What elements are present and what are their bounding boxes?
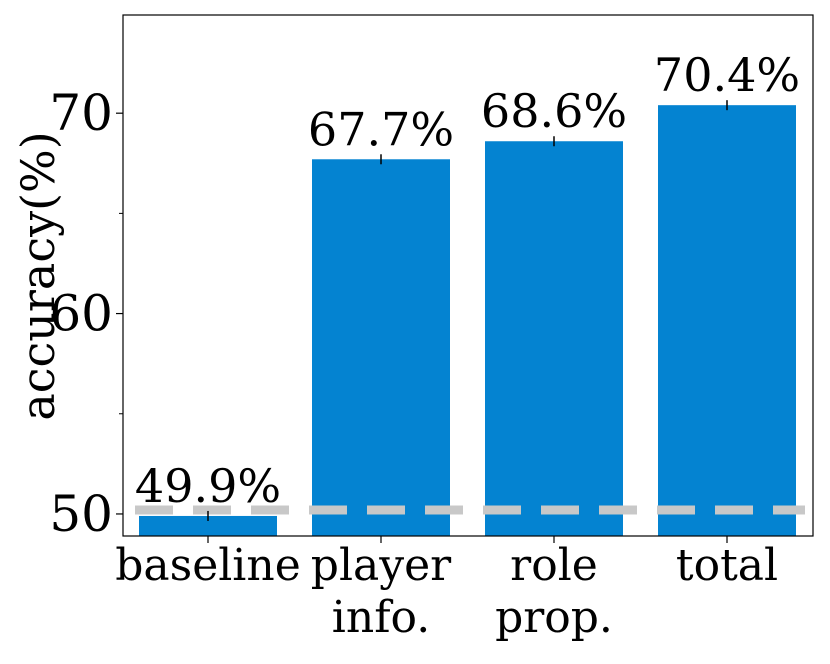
error-bars-layer [207, 100, 728, 521]
data-labels-layer: 49.9% 67.7% 68.6% 70.4% [135, 48, 800, 513]
data-label-2: 68.6% [481, 84, 627, 138]
category-label-line: baseline [115, 540, 301, 591]
axes-layer [122, 14, 814, 537]
category-label-line: total [676, 540, 778, 591]
category-label-line: info. [332, 592, 430, 643]
bar-1 [312, 159, 450, 536]
data-label-1: 67.7% [308, 102, 454, 156]
category-label-0: baseline [115, 540, 301, 591]
bar-2 [485, 141, 623, 536]
y-axis-title: accuracy(%) [11, 131, 65, 420]
bar-0 [139, 515, 277, 536]
data-label-3: 70.4% [654, 48, 800, 102]
category-label-line: role [510, 540, 598, 591]
y-tick-label-1: 60 [49, 285, 113, 343]
y-tick-label-0: 50 [49, 485, 113, 543]
plot-frame [122, 14, 814, 537]
y-tick-label-2: 70 [49, 84, 113, 142]
bars-layer [139, 105, 796, 536]
ticks-layer: 50 60 70 baseline player info. role prop. total [49, 84, 778, 643]
bar-3 [658, 105, 796, 536]
category-label-line: prop. [495, 592, 613, 643]
category-label-1: player info. [311, 540, 452, 643]
data-label-0: 49.9% [135, 459, 281, 513]
category-label-2: role prop. [495, 540, 613, 643]
category-label-line: player [311, 540, 452, 591]
category-label-3: total [676, 540, 778, 591]
